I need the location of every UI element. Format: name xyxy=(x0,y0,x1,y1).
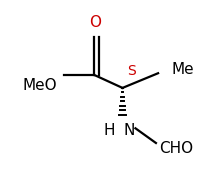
Text: O: O xyxy=(90,15,102,30)
Text: CHO: CHO xyxy=(159,141,193,156)
Text: H: H xyxy=(104,123,115,138)
Text: N: N xyxy=(124,123,135,138)
Text: MeO: MeO xyxy=(22,78,57,93)
Text: Me: Me xyxy=(171,62,194,77)
Text: S: S xyxy=(127,64,135,78)
